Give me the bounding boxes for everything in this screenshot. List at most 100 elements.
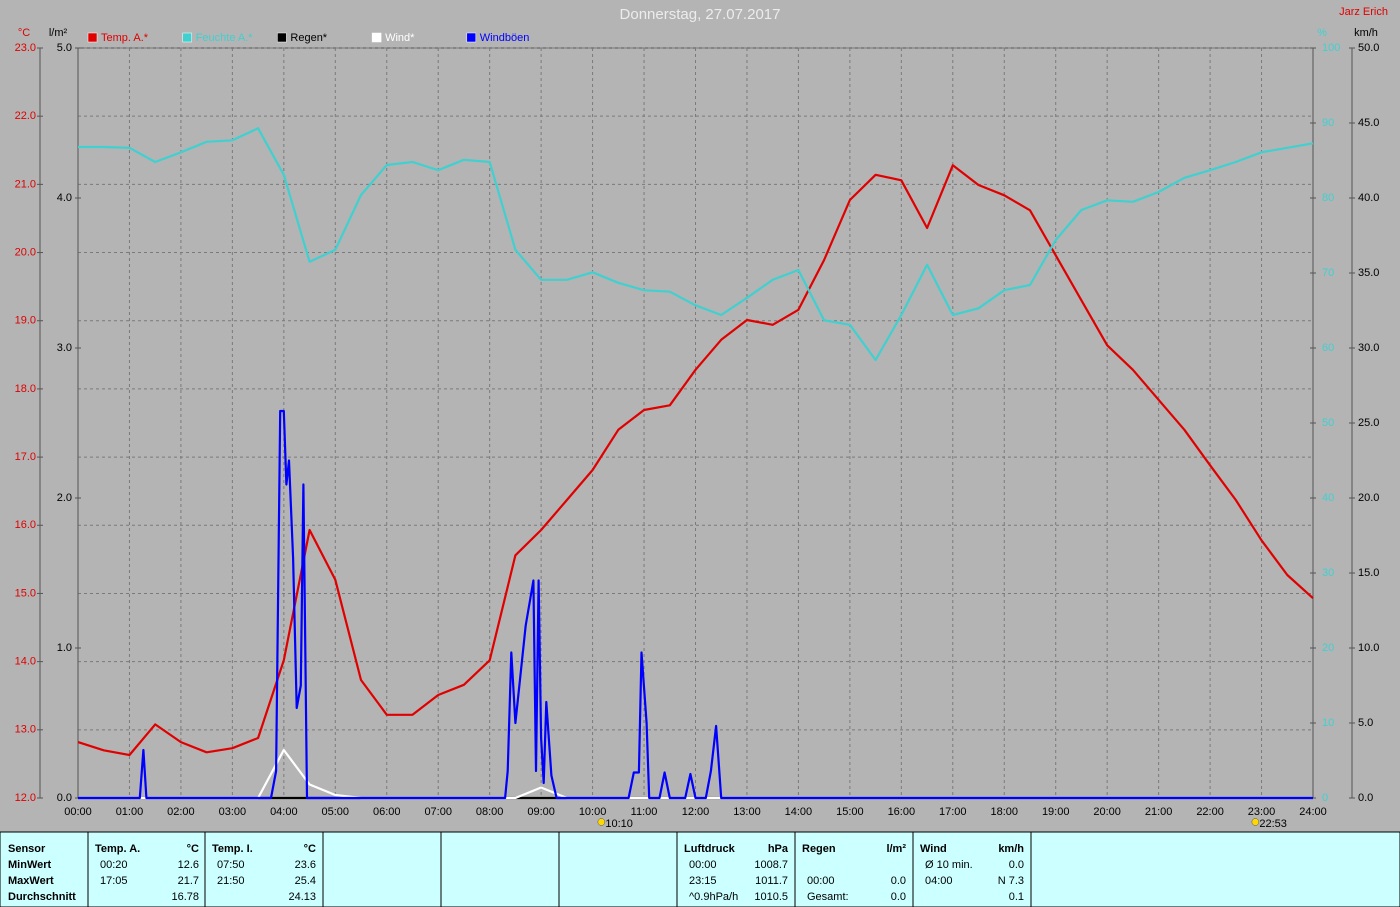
- y3-tick-label: 10.0: [1358, 642, 1379, 654]
- y4-tick-label: 5.0: [57, 42, 72, 54]
- table-value: 12.6: [178, 859, 199, 871]
- table-value: 1010.5: [754, 891, 788, 903]
- x-tick-label: 01:00: [116, 806, 144, 818]
- y4-tick-label: 4.0: [57, 192, 72, 204]
- table-header: Temp. I.: [212, 843, 253, 855]
- table-time: ^0.9hPa/h: [689, 891, 738, 903]
- legend-swatch: [182, 32, 192, 43]
- table-value: 24.13: [288, 891, 316, 903]
- table-time: 23:15: [689, 875, 717, 887]
- table-header: Regen: [802, 843, 836, 855]
- y-tick-label: 15.0: [15, 587, 36, 599]
- sun-marker-label: 10:10: [605, 818, 633, 830]
- y2-tick-label: 90: [1322, 117, 1334, 129]
- table-header: Wind: [920, 843, 947, 855]
- table-unit: l/m²: [886, 843, 906, 855]
- y-tick-label: 22.0: [15, 110, 36, 122]
- y3-tick-label: 45.0: [1358, 117, 1379, 129]
- x-tick-label: 05:00: [322, 806, 350, 818]
- sun-marker: [597, 818, 606, 826]
- y2-tick-label: 40: [1322, 492, 1334, 504]
- y4-tick-label: 3.0: [57, 342, 72, 354]
- sun-marker-label: 22:53: [1259, 818, 1287, 830]
- y-tick-label: 16.0: [15, 519, 36, 531]
- table-time: 07:50: [217, 859, 245, 871]
- series-line: [78, 409, 1313, 800]
- y-tick-label: 12.0: [15, 792, 36, 804]
- y3-tick-label: 25.0: [1358, 417, 1379, 429]
- y2-tick-label: 50: [1322, 417, 1334, 429]
- y2-tick-label: 0: [1322, 792, 1328, 804]
- author: Jarz Erich: [1339, 6, 1388, 18]
- table-unit: °C: [187, 843, 199, 855]
- table-header: Temp. A.: [95, 843, 140, 855]
- x-tick-label: 13:00: [733, 806, 761, 818]
- y4-tick-label: 1.0: [57, 642, 72, 654]
- y-tick-label: 18.0: [15, 383, 36, 395]
- y4-axis-label: l/m²: [49, 27, 68, 39]
- y3-axis-label: km/h: [1354, 27, 1378, 39]
- x-tick-label: 10:00: [579, 806, 607, 818]
- x-tick-label: 18:00: [990, 806, 1018, 818]
- table-header: Sensor: [8, 843, 46, 855]
- y3-tick-label: 20.0: [1358, 492, 1379, 504]
- table-time: 04:00: [925, 875, 953, 887]
- table-value: 0.1: [1009, 891, 1024, 903]
- y-axis-label: °C: [18, 27, 30, 39]
- table-unit: hPa: [768, 843, 789, 855]
- legend-label: Temp. A.*: [101, 32, 149, 44]
- y-tick-label: 14.0: [15, 656, 36, 668]
- table-time: 00:00: [807, 875, 835, 887]
- table-time: 00:20: [100, 859, 128, 871]
- y3-tick-label: 50.0: [1358, 42, 1379, 54]
- legend-label: Regen*: [290, 32, 327, 44]
- table-value: 0.0: [891, 875, 906, 887]
- y-tick-label: 23.0: [15, 42, 36, 54]
- y4-tick-label: 2.0: [57, 492, 72, 504]
- y2-tick-label: 80: [1322, 192, 1334, 204]
- x-tick-label: 11:00: [631, 806, 658, 818]
- x-tick-label: 21:00: [1145, 806, 1173, 818]
- y-tick-label: 20.0: [15, 246, 36, 258]
- x-tick-label: 15:00: [836, 806, 864, 818]
- table-time: 17:05: [100, 875, 128, 887]
- legend-label: Feuchte A.*: [196, 32, 254, 44]
- x-tick-label: 06:00: [373, 806, 401, 818]
- y2-tick-label: 60: [1322, 342, 1334, 354]
- y2-axis-label: %: [1317, 27, 1327, 39]
- y-tick-label: 17.0: [15, 451, 36, 463]
- table-value: 0.0: [1009, 859, 1024, 871]
- table-time: Ø 10 min.: [925, 859, 973, 871]
- table-unit: °C: [304, 843, 316, 855]
- y4-tick-label: 0.0: [57, 792, 72, 804]
- stats-table: [0, 831, 1400, 907]
- x-tick-label: 14:00: [785, 806, 813, 818]
- x-tick-label: 00:00: [64, 806, 92, 818]
- y-tick-label: 21.0: [15, 178, 36, 190]
- table-row-label: MaxWert: [8, 875, 54, 887]
- x-tick-label: 12:00: [682, 806, 710, 818]
- x-tick-label: 02:00: [167, 806, 195, 818]
- table-value: 23.6: [295, 859, 316, 871]
- table-value: 0.0: [891, 891, 906, 903]
- table-header: Luftdruck: [684, 843, 736, 855]
- legend-swatch: [466, 32, 477, 43]
- y3-tick-label: 0.0: [1358, 792, 1373, 804]
- legend-label: Wind*: [385, 32, 415, 44]
- y2-tick-label: 30: [1322, 567, 1334, 579]
- y3-tick-label: 35.0: [1358, 267, 1379, 279]
- x-tick-label: 20:00: [1093, 806, 1121, 818]
- x-tick-label: 16:00: [888, 806, 916, 818]
- series-line: [77, 164, 1314, 757]
- y2-tick-label: 100: [1322, 42, 1340, 54]
- y3-tick-label: 40.0: [1358, 192, 1379, 204]
- x-tick-label: 04:00: [270, 806, 298, 818]
- x-tick-label: 07:00: [424, 806, 452, 818]
- y2-tick-label: 70: [1322, 267, 1334, 279]
- chart-background: [0, 0, 1400, 832]
- x-tick-label: 09:00: [527, 806, 555, 818]
- x-tick-label: 19:00: [1042, 806, 1070, 818]
- table-time: 21:50: [217, 875, 245, 887]
- chart-title: Donnerstag, 27.07.2017: [620, 6, 781, 23]
